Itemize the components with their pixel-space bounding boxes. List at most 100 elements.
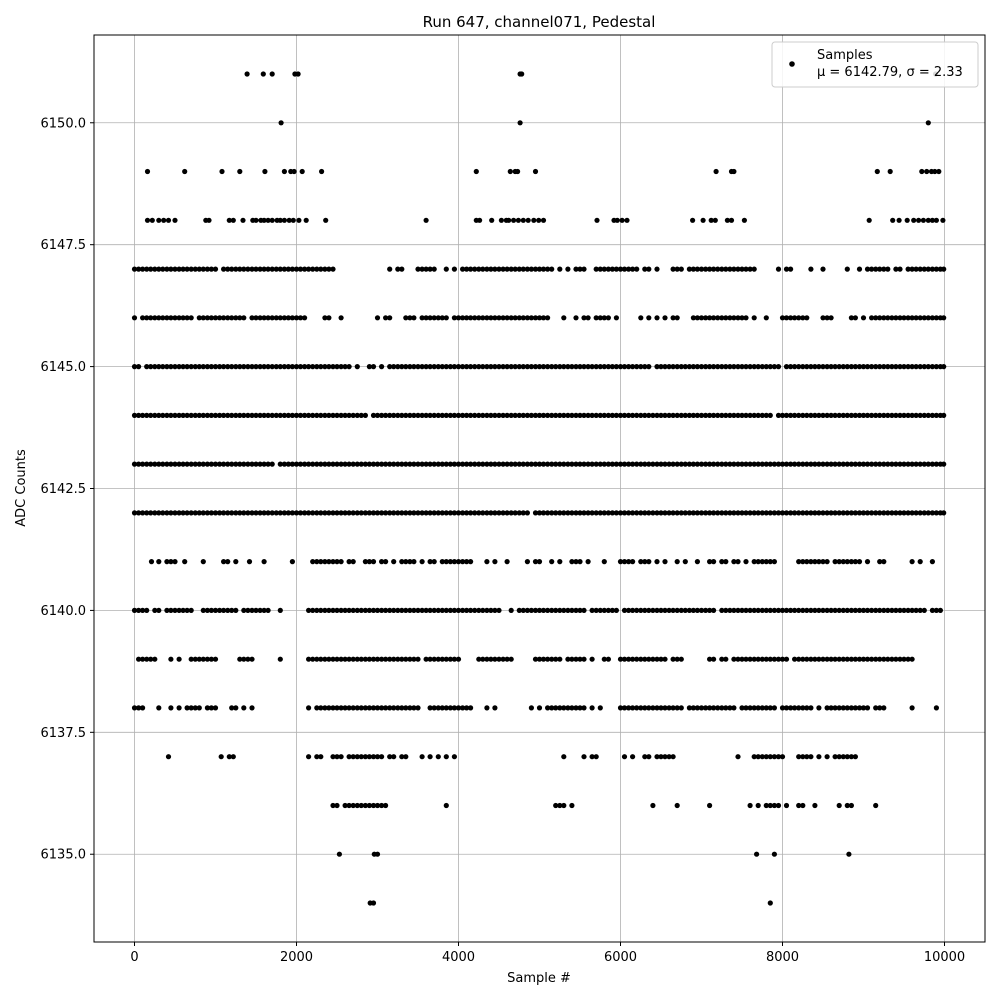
- data-point: [508, 461, 514, 467]
- data-point: [561, 364, 567, 370]
- data-point: [832, 364, 838, 370]
- data-point: [873, 412, 879, 418]
- data-point: [358, 705, 364, 711]
- data-point: [299, 168, 305, 175]
- data-point: [439, 412, 445, 418]
- data-point: [816, 705, 822, 711]
- data-point: [824, 461, 830, 467]
- data-point: [848, 510, 855, 516]
- data-point: [144, 315, 150, 321]
- data-point: [168, 315, 174, 321]
- data-point: [131, 266, 138, 272]
- data-point: [646, 705, 652, 711]
- data-point: [464, 315, 470, 321]
- data-point: [565, 656, 571, 662]
- data-point: [674, 559, 680, 565]
- data-point: [131, 461, 138, 467]
- data-point: [504, 266, 510, 272]
- data-point: [869, 607, 875, 614]
- data-point: [476, 510, 482, 516]
- data-point: [515, 168, 521, 175]
- data-point: [743, 412, 749, 418]
- data-point: [314, 510, 320, 516]
- data-point: [840, 705, 846, 711]
- data-point: [642, 461, 648, 467]
- data-point: [686, 607, 693, 614]
- data-point: [370, 607, 377, 614]
- data-point: [165, 754, 172, 760]
- data-point: [346, 607, 352, 614]
- data-point: [796, 412, 802, 418]
- data-point: [383, 802, 389, 809]
- data-point: [306, 412, 312, 418]
- data-point: [771, 656, 778, 662]
- data-point: [229, 510, 235, 516]
- data-point: [731, 705, 737, 711]
- data-point: [707, 705, 713, 711]
- data-point: [735, 559, 741, 565]
- data-point: [617, 364, 624, 370]
- data-point: [180, 461, 186, 467]
- data-point: [427, 266, 433, 272]
- data-point: [358, 412, 364, 418]
- data-point: [536, 656, 543, 662]
- data-point: [929, 412, 936, 418]
- data-point: [909, 412, 915, 418]
- data-point: [901, 461, 907, 467]
- data-point: [148, 412, 154, 418]
- legend-stats-label: μ = 6142.79, σ = 2.33: [817, 65, 963, 80]
- data-point: [285, 266, 291, 272]
- data-point: [545, 510, 551, 516]
- legend-marker: [789, 61, 795, 67]
- data-point: [221, 461, 227, 467]
- data-point: [747, 607, 753, 614]
- data-point: [885, 656, 891, 662]
- data-point: [370, 412, 377, 418]
- data-point: [840, 510, 846, 516]
- data-point: [403, 364, 409, 370]
- data-point: [820, 559, 826, 565]
- data-point: [735, 656, 741, 662]
- data-point: [496, 412, 502, 418]
- data-point: [516, 364, 522, 370]
- data-point: [346, 510, 352, 516]
- data-point: [136, 510, 142, 516]
- data-point: [808, 510, 814, 516]
- data-point: [218, 754, 224, 760]
- data-point: [326, 656, 332, 662]
- data-point: [824, 607, 830, 614]
- data-point: [184, 705, 190, 711]
- data-point: [557, 364, 563, 370]
- data-point: [370, 364, 377, 370]
- data-point: [318, 705, 324, 711]
- data-point: [728, 217, 735, 223]
- data-point: [439, 559, 445, 565]
- data-point: [273, 266, 279, 272]
- data-point: [160, 510, 166, 516]
- data-point: [188, 315, 194, 321]
- data-point: [621, 559, 628, 565]
- data-point: [545, 364, 551, 370]
- data-point: [473, 168, 479, 175]
- data-point: [864, 607, 871, 614]
- data-point: [650, 656, 656, 662]
- data-point: [140, 461, 146, 467]
- data-point: [613, 607, 620, 614]
- data-point: [690, 315, 697, 321]
- data-point: [476, 364, 482, 370]
- data-point: [666, 607, 672, 614]
- data-point: [516, 510, 522, 516]
- data-point: [877, 266, 883, 272]
- data-point: [330, 754, 336, 760]
- chart-title: Run 647, channel071, Pedestal: [423, 13, 656, 31]
- data-point: [816, 656, 822, 662]
- data-point: [200, 510, 206, 516]
- data-point: [597, 364, 603, 370]
- data-point: [354, 607, 360, 614]
- data-point: [536, 315, 543, 321]
- data-point: [176, 705, 182, 711]
- data-point: [755, 364, 761, 370]
- data-point: [419, 315, 425, 321]
- data-point: [553, 510, 559, 516]
- data-point: [617, 705, 624, 711]
